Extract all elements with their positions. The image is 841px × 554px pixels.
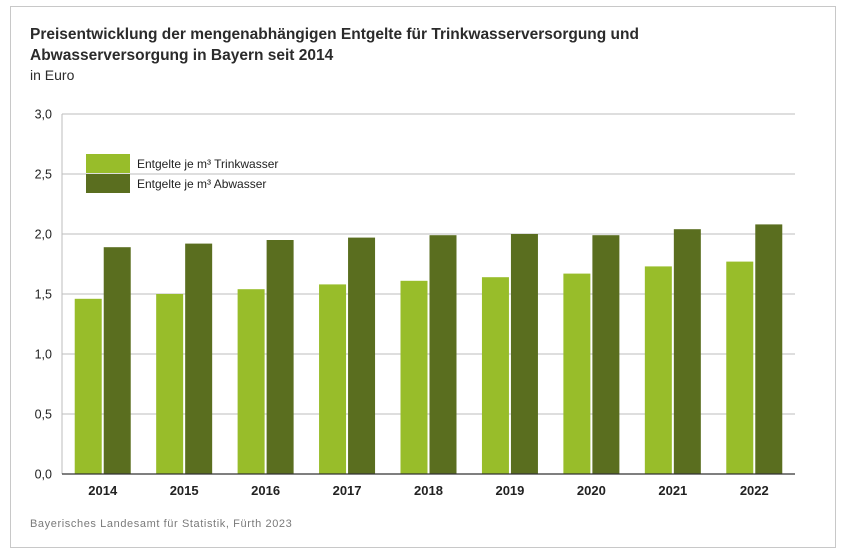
source-note: Bayerisches Landesamt für Statistik, Für… <box>30 518 293 530</box>
chart-title: Preisentwicklung der mengenabhängigen En… <box>30 24 639 66</box>
bar-trinkwasser <box>237 289 265 474</box>
y-tick-label: 1,0 <box>35 348 52 362</box>
y-tick-label: 0,5 <box>35 408 52 422</box>
legend-label-abwasser: Entgelte je m³ Abwasser <box>137 177 266 191</box>
bar-abwasser <box>266 240 294 474</box>
bar-trinkwasser <box>74 298 102 474</box>
legend: Entgelte je m³ Trinkwasser Entgelte je m³… <box>86 154 278 193</box>
legend-swatch-abwasser <box>86 174 130 193</box>
x-tick-label: 2022 <box>740 483 769 498</box>
bar-trinkwasser <box>156 294 184 474</box>
grid-layer <box>62 113 795 415</box>
bar-trinkwasser <box>319 284 347 474</box>
legend-swatch-trinkwasser <box>86 154 130 173</box>
x-tick-label: 2021 <box>658 483 687 498</box>
chart-unit-label: in Euro <box>30 67 75 83</box>
x-tick-label: 2020 <box>577 483 606 498</box>
y-tick-label: 0,0 <box>35 468 52 482</box>
x-tick-label: 2016 <box>251 483 280 498</box>
y-tick-label: 3,0 <box>35 108 52 122</box>
y-tick-label: 2,0 <box>35 228 52 242</box>
x-tick-label: 2014 <box>88 483 118 498</box>
x-tick-label: 2015 <box>170 483 199 498</box>
bar-abwasser <box>673 229 701 474</box>
legend-label-trinkwasser: Entgelte je m³ Trinkwasser <box>137 157 278 171</box>
bar-abwasser <box>755 224 783 474</box>
bar-trinkwasser <box>563 273 591 474</box>
x-tick-label: 2017 <box>333 483 362 498</box>
bar-abwasser <box>185 243 213 474</box>
x-tick-label: 2018 <box>414 483 443 498</box>
chart-title-line-1: Preisentwicklung der mengenabhängigen En… <box>30 26 639 43</box>
y-tick-label: 1,5 <box>35 288 52 302</box>
bar-abwasser <box>103 247 131 474</box>
chart-title-line-2: Abwasserversorgung in Bayern seit 2014 <box>30 47 334 64</box>
bar-trinkwasser <box>726 261 754 474</box>
x-tick-label: 2019 <box>495 483 524 498</box>
bar-trinkwasser <box>481 277 509 474</box>
bar-trinkwasser <box>400 280 428 474</box>
bar-abwasser <box>429 235 457 474</box>
bar-abwasser <box>348 237 376 474</box>
bar-trinkwasser <box>644 266 672 474</box>
y-tick-label: 2,5 <box>35 168 52 182</box>
axis-layer: 0,0 0,5 1,0 1,5 2,0 2,5 3,0 2014 2015 2016 2017 201… <box>35 108 795 498</box>
bar-abwasser <box>592 235 620 474</box>
bars-layer <box>74 224 783 474</box>
bar-abwasser <box>510 234 538 474</box>
